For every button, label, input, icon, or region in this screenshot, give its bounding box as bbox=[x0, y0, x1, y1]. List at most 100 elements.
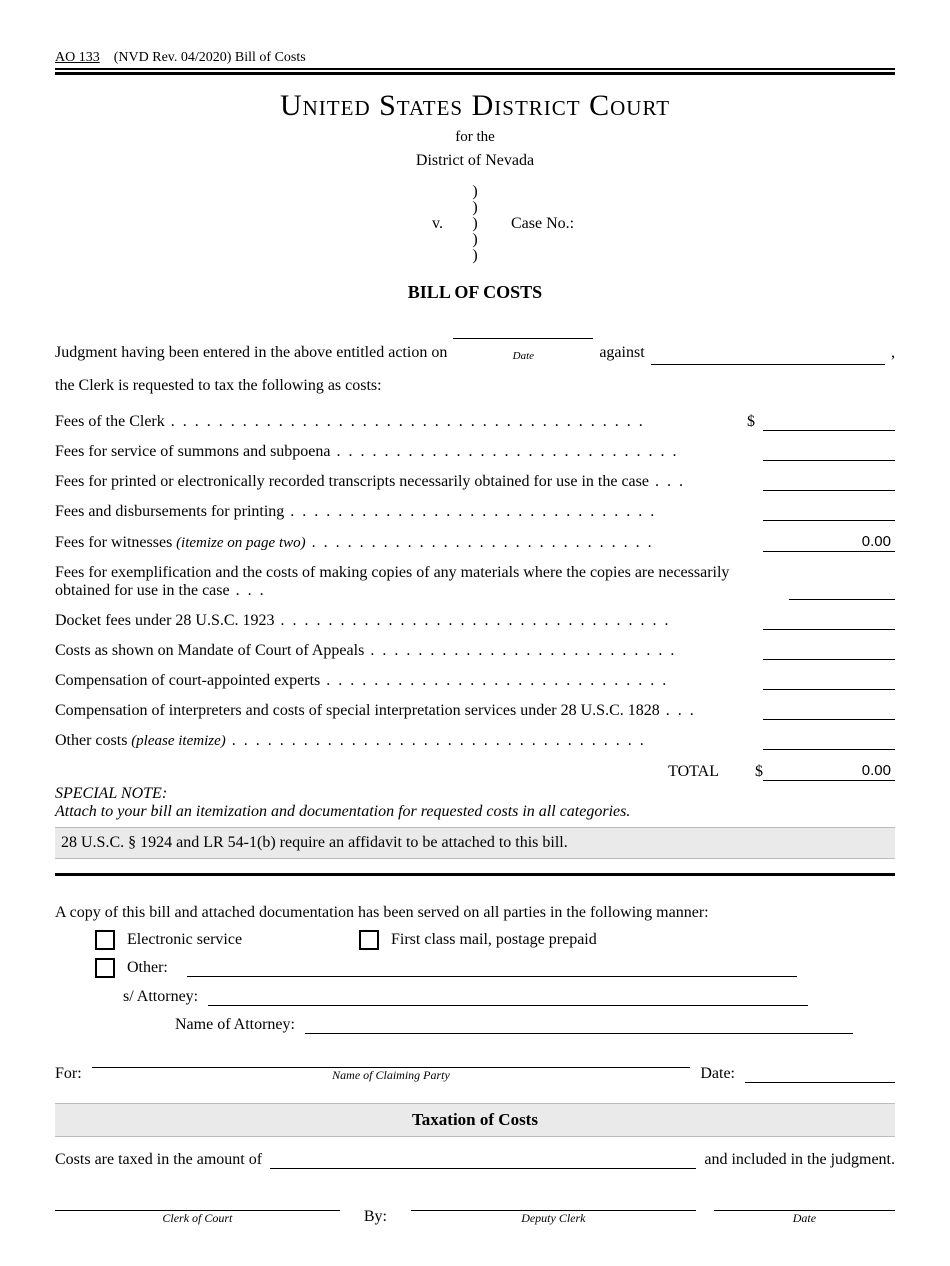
claiming-party-input[interactable] bbox=[92, 1050, 691, 1068]
taxation-title-bar: Taxation of Costs bbox=[55, 1103, 895, 1137]
judgment-date-label: Date bbox=[453, 348, 593, 366]
cost-amount-input[interactable] bbox=[763, 443, 895, 461]
district-name: District of Nevada bbox=[55, 152, 895, 170]
service-date-input[interactable] bbox=[745, 1065, 895, 1083]
rule-mid bbox=[55, 873, 895, 876]
checkbox-other[interactable] bbox=[95, 958, 115, 978]
cost-row: Fees for service of summons and subpoena… bbox=[55, 443, 895, 461]
deputy-clerk-label: Deputy Clerk bbox=[411, 1211, 696, 1226]
taxation-amount-input[interactable] bbox=[270, 1151, 696, 1169]
dot-leader: . . . bbox=[230, 582, 266, 599]
cost-list: Fees of the Clerk . . . . . . . . . . . … bbox=[55, 413, 895, 750]
cost-label: Fees and disbursements for printing . . … bbox=[55, 503, 733, 521]
taxation-date-label: Date bbox=[714, 1211, 895, 1226]
cost-label-text: Fees for exemplification and the costs o… bbox=[55, 564, 729, 599]
cost-amount-input[interactable] bbox=[763, 612, 895, 630]
service-section: A copy of this bill and attached documen… bbox=[55, 904, 895, 1083]
judgment-date-input[interactable] bbox=[453, 321, 593, 339]
cost-amount-input[interactable] bbox=[763, 503, 895, 521]
case-caption: v. ))))) Case No.: bbox=[55, 184, 895, 264]
cost-label-suffix: (please itemize) bbox=[127, 733, 225, 749]
cost-amount-input[interactable] bbox=[789, 582, 895, 600]
cost-row: Fees for printed or electronically recor… bbox=[55, 473, 895, 491]
service-intro: A copy of this bill and attached documen… bbox=[55, 904, 895, 922]
cost-label-text: Costs as shown on Mandate of Court of Ap… bbox=[55, 642, 364, 659]
dot-leader: . . . . . . . . . . . . . . . . . . . . … bbox=[284, 503, 656, 520]
name-of-attorney-input[interactable] bbox=[305, 1016, 853, 1034]
cost-row: Fees of the Clerk . . . . . . . . . . . … bbox=[55, 413, 895, 431]
total-row: TOTAL $ 0.00 bbox=[55, 762, 895, 781]
rule-top bbox=[55, 72, 895, 75]
section-title: BILL OF COSTS bbox=[55, 282, 895, 303]
cost-label: Fees for printed or electronically recor… bbox=[55, 473, 733, 491]
cost-label-text: Other costs bbox=[55, 732, 127, 749]
cost-label-text: Compensation of interpreters and costs o… bbox=[55, 702, 660, 719]
taxation-text-a: Costs are taxed in the amount of bbox=[55, 1151, 262, 1169]
cost-label: Other costs (please itemize) . . . . . .… bbox=[55, 732, 733, 750]
dot-leader: . . . . . . . . . . . . . . . . . . . . … bbox=[364, 642, 676, 659]
cost-label-text: Fees for service of summons and subpoena bbox=[55, 443, 331, 460]
service-date-label: Date: bbox=[700, 1065, 735, 1083]
cost-amount-input[interactable]: 0.00 bbox=[763, 533, 895, 552]
s-attorney-input[interactable] bbox=[208, 988, 808, 1006]
cost-row: Compensation of court-appointed experts … bbox=[55, 672, 895, 690]
against-party-input[interactable] bbox=[651, 347, 885, 365]
dot-leader: . . . . . . . . . . . . . . . . . . . . … bbox=[226, 732, 646, 749]
total-amount[interactable]: 0.00 bbox=[763, 762, 895, 781]
checkbox-electronic-service[interactable] bbox=[95, 930, 115, 950]
cost-label-text: Fees and disbursements for printing bbox=[55, 503, 284, 520]
taxation-text-b: and included in the judgment. bbox=[704, 1151, 895, 1169]
dot-leader: . . . bbox=[649, 473, 685, 490]
cost-amount-input[interactable] bbox=[763, 642, 895, 660]
total-dollar-sign: $ bbox=[749, 763, 763, 781]
affidavit-bar: 28 U.S.C. § 1924 and LR 54-1(b) require … bbox=[55, 827, 895, 859]
special-note-body: Attach to your bill an itemization and d… bbox=[55, 803, 630, 820]
cost-label-text: Fees of the Clerk bbox=[55, 413, 165, 430]
checkbox-first-class-mail[interactable] bbox=[359, 930, 379, 950]
cost-label: Compensation of interpreters and costs o… bbox=[55, 702, 733, 720]
other-label: Other: bbox=[127, 959, 175, 977]
clerk-of-court-input[interactable] bbox=[55, 1193, 340, 1211]
special-note: SPECIAL NOTE: Attach to your bill an ite… bbox=[55, 785, 895, 821]
dot-leader: . . . . . . . . . . . . . . . . . . . . … bbox=[331, 443, 679, 460]
cost-amount-input[interactable] bbox=[763, 702, 895, 720]
cost-amount-input[interactable] bbox=[763, 732, 895, 750]
cost-row: Fees and disbursements for printing . . … bbox=[55, 503, 895, 521]
by-label: By: bbox=[358, 1208, 393, 1226]
cost-row: Fees for exemplification and the costs o… bbox=[55, 564, 895, 600]
cost-label-text: Docket fees under 28 U.S.C. 1923 bbox=[55, 612, 275, 629]
total-label: TOTAL bbox=[668, 763, 749, 781]
taxation-date-input[interactable] bbox=[714, 1193, 895, 1211]
cost-label: Compensation of court-appointed experts … bbox=[55, 672, 733, 690]
dot-leader: . . . . . . . . . . . . . . . . . . . . … bbox=[320, 672, 668, 689]
cost-amount-input[interactable] bbox=[763, 473, 895, 491]
cost-row: Compensation of interpreters and costs o… bbox=[55, 702, 895, 720]
cost-label: Fees for witnesses (itemize on page two)… bbox=[55, 534, 733, 552]
court-title: United States District Court bbox=[55, 89, 895, 123]
cost-label: Costs as shown on Mandate of Court of Ap… bbox=[55, 642, 733, 660]
cost-label: Fees for service of summons and subpoena… bbox=[55, 443, 733, 461]
cost-amount-input[interactable] bbox=[763, 413, 895, 431]
for-label: For: bbox=[55, 1065, 82, 1083]
taxation-amount-row: Costs are taxed in the amount of and inc… bbox=[55, 1151, 895, 1169]
for-the-label: for the bbox=[55, 129, 895, 146]
deputy-clerk-input[interactable] bbox=[411, 1193, 696, 1211]
cost-label: Fees for exemplification and the costs o… bbox=[55, 564, 762, 600]
dot-leader: . . . bbox=[660, 702, 696, 719]
cost-label-text: Fees for witnesses bbox=[55, 534, 172, 551]
dot-leader: . . . . . . . . . . . . . . . . . . . . … bbox=[165, 413, 645, 430]
dollar-sign: $ bbox=[741, 413, 755, 431]
intro-comma: , bbox=[891, 340, 895, 366]
cost-label-suffix: (itemize on page two) bbox=[172, 535, 305, 551]
cost-label: Docket fees under 28 U.S.C. 1923 . . . .… bbox=[55, 612, 733, 630]
other-input[interactable] bbox=[187, 959, 797, 977]
special-note-title: SPECIAL NOTE: bbox=[55, 785, 167, 802]
caption-plaintiff-side: v. bbox=[87, 184, 467, 264]
cost-label: Fees of the Clerk . . . . . . . . . . . … bbox=[55, 413, 733, 431]
claiming-party-sublabel: Name of Claiming Party bbox=[92, 1068, 691, 1083]
cost-row: Costs as shown on Mandate of Court of Ap… bbox=[55, 642, 895, 660]
electronic-service-label: Electronic service bbox=[127, 931, 347, 949]
caption-case-no: Case No.: bbox=[483, 184, 863, 264]
cost-amount-input[interactable] bbox=[763, 672, 895, 690]
dot-leader: . . . . . . . . . . . . . . . . . . . . … bbox=[275, 612, 671, 629]
